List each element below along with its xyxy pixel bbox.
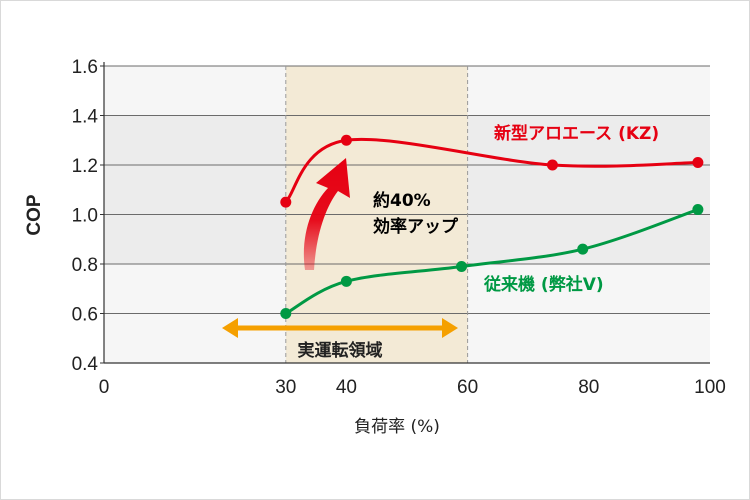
- x-axis-label: 負荷率 (%): [354, 417, 440, 437]
- operating-range-arrow: [222, 318, 458, 338]
- series-label-new-kz: 新型アロエース (KZ): [494, 123, 659, 144]
- y-tick-label: 1.4: [72, 107, 99, 128]
- improvement-arrow-icon: [303, 158, 350, 270]
- y-tick-label: 1.6: [72, 57, 98, 78]
- x-tick-labels: 0 30 40 60 80 100: [99, 377, 726, 398]
- data-point-new-kz: [280, 196, 292, 208]
- data-point-conventional-v: [456, 260, 468, 272]
- y-tick-labels: 0.4 0.6 0.8 1.0 1.2 1.4 1.6: [72, 57, 104, 375]
- x-tick-label: 100: [694, 377, 726, 398]
- data-point-conventional-v: [280, 308, 292, 319]
- y-tick-label: 1.0: [72, 206, 98, 227]
- data-point-new-kz: [340, 134, 352, 146]
- series-line-conventional-v: [285, 208, 699, 315]
- data-point-conventional-v: [577, 243, 589, 255]
- y-tick-label: 0.6: [72, 305, 98, 326]
- series-line-new-kz: [284, 137, 698, 204]
- y-tick-label: 0.4: [72, 354, 99, 375]
- y-tick-label: 0.8: [72, 255, 98, 276]
- x-tick-label: 60: [457, 377, 478, 398]
- x-tick-label: 80: [578, 377, 599, 398]
- operating-range-label: 実運転領域: [298, 340, 383, 361]
- data-point-new-kz: [546, 159, 558, 171]
- data-points: [280, 134, 704, 319]
- improvement-label-line2: 効率アップ: [373, 216, 459, 237]
- y-axis-label: COP: [24, 194, 45, 236]
- data-point-new-kz: [692, 157, 704, 169]
- y-tick-label: 1.2: [72, 156, 98, 177]
- improvement-label-line1: 約40%: [373, 190, 431, 211]
- series-label-conventional-v: 従来機 (弊社V): [483, 274, 604, 295]
- x-tick-label: 40: [336, 377, 357, 398]
- data-point-conventional-v: [692, 204, 704, 216]
- x-tick-label: 30: [275, 377, 296, 398]
- x-tick-label: 0: [99, 377, 110, 398]
- grid-lines: [104, 65, 710, 314]
- data-point-conventional-v: [340, 275, 352, 287]
